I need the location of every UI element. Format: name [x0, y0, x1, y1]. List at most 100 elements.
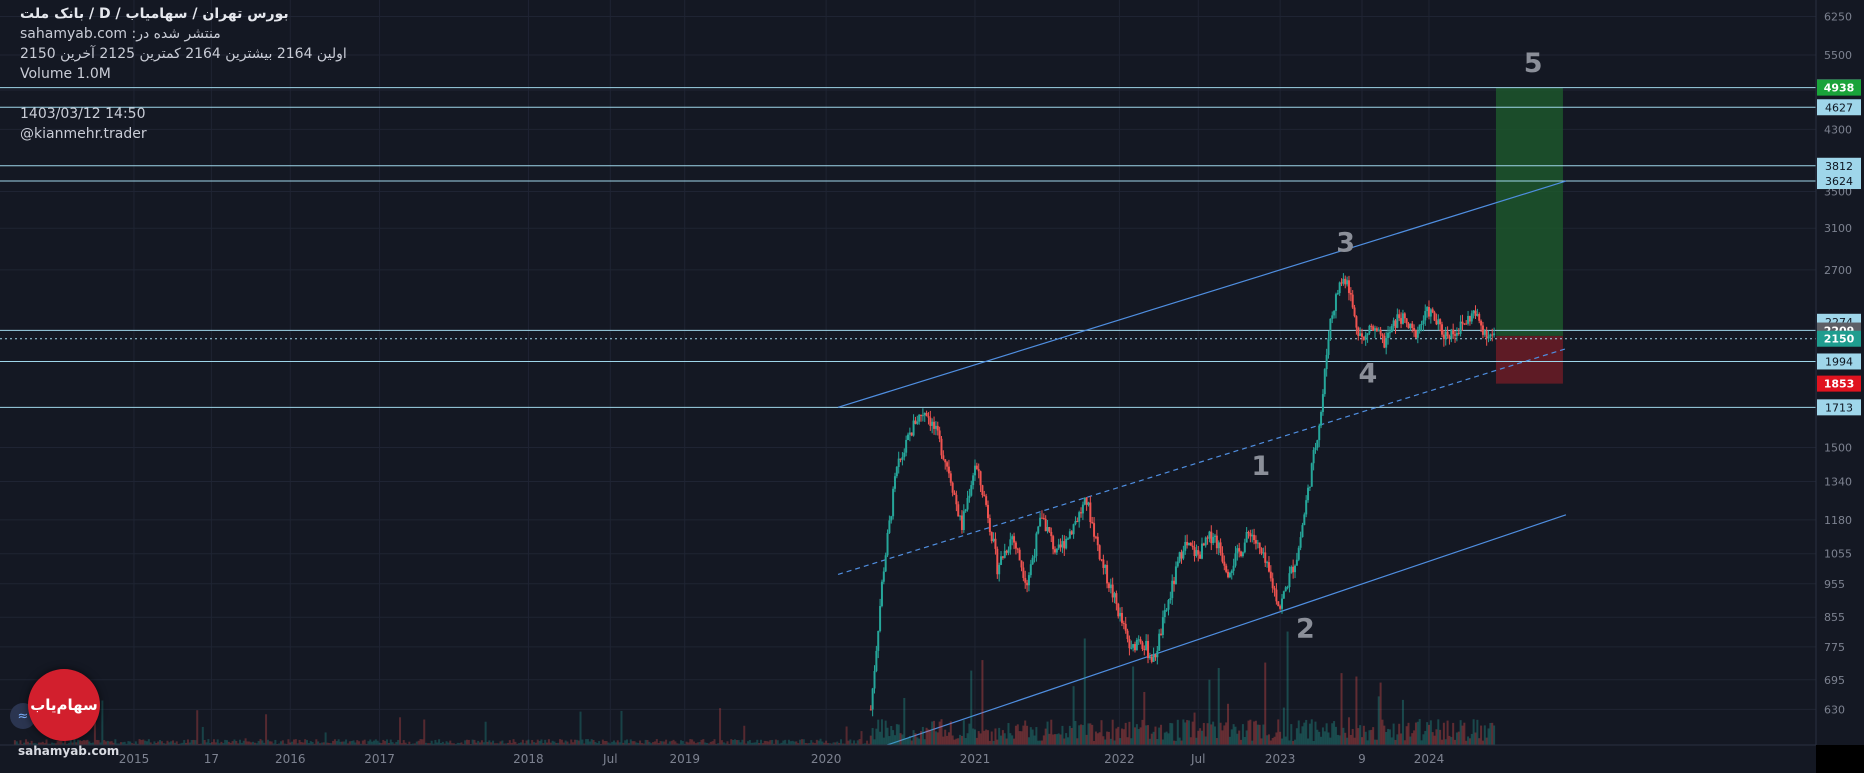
- candle-body: [1042, 517, 1045, 519]
- volume-bar: [447, 742, 450, 745]
- sahamyab-logo[interactable]: سهام‌یاب: [28, 669, 100, 741]
- volume-bar: [562, 742, 565, 745]
- volume-bar: [32, 743, 35, 745]
- volume-bar: [1390, 737, 1393, 745]
- volume-bar: [1083, 638, 1086, 745]
- volume-bar: [164, 743, 167, 745]
- volume-bar: [1472, 719, 1475, 745]
- candle-body: [921, 415, 924, 417]
- candle-body: [1334, 294, 1337, 311]
- candle-body: [1346, 280, 1349, 285]
- volume-bar: [644, 739, 647, 745]
- price-tag: [1817, 157, 1861, 174]
- volume-bar: [1353, 737, 1356, 745]
- volume-bar: [1290, 724, 1293, 745]
- volume-bar: [181, 742, 184, 745]
- volume-bar: [436, 742, 439, 745]
- price-tag-label: 1853: [1824, 378, 1855, 391]
- candle-body: [947, 466, 950, 474]
- volume-bar: [1106, 731, 1109, 745]
- candle-body: [884, 555, 887, 572]
- volume-bar: [1414, 722, 1417, 745]
- volume-bar: [1111, 719, 1114, 745]
- volume-bar: [907, 737, 909, 745]
- volume-bar: [1476, 719, 1479, 745]
- candle-body: [1426, 306, 1429, 312]
- candle-body: [1433, 312, 1436, 321]
- candle-body: [1204, 537, 1207, 546]
- volume-bar: [198, 743, 201, 745]
- candle-body: [1122, 622, 1125, 624]
- volume-bar: [71, 742, 74, 745]
- volume-bar: [605, 740, 608, 745]
- candle-body: [1318, 425, 1321, 441]
- volume-bar: [432, 743, 435, 745]
- candle-body: [1011, 536, 1014, 540]
- volume-bar: [426, 743, 429, 745]
- volume-bar: [1042, 735, 1045, 745]
- candle-body: [1102, 559, 1105, 568]
- volume-bar: [538, 740, 541, 745]
- candle-body: [916, 421, 919, 424]
- volume-bar: [1115, 728, 1118, 745]
- volume-bar: [1052, 734, 1055, 745]
- volume-bar: [199, 743, 202, 745]
- volume-bar: [1139, 727, 1142, 745]
- volume-bar: [1465, 740, 1468, 745]
- volume-bar: [58, 739, 61, 745]
- candle-body: [1120, 612, 1123, 623]
- volume-bar: [1303, 722, 1306, 745]
- volume-bar: [172, 740, 175, 745]
- volume-bar: [408, 741, 411, 745]
- volume-bar: [1156, 739, 1159, 745]
- candle-body: [875, 650, 878, 672]
- volume-bar: [973, 729, 976, 745]
- candle-body: [998, 564, 1001, 575]
- candle-body: [1307, 487, 1310, 501]
- candle-body: [1115, 593, 1118, 604]
- volume-bar: [378, 742, 381, 745]
- volume-bar: [190, 740, 193, 745]
- volume-bar: [1070, 728, 1073, 745]
- volume-bar: [1280, 738, 1283, 745]
- volume-bar: [1026, 725, 1029, 745]
- volume-bar: [987, 730, 990, 745]
- candle-body: [1022, 567, 1025, 578]
- volume-bar: [343, 741, 346, 745]
- price-tag: [1817, 99, 1861, 116]
- candle-body: [1174, 566, 1177, 585]
- candle-body: [1230, 570, 1233, 573]
- candle-body: [1001, 556, 1004, 558]
- volume-bar: [272, 743, 275, 745]
- volume-bar: [157, 741, 160, 745]
- volume-bar: [1288, 740, 1291, 745]
- volume-bar: [501, 740, 504, 745]
- volume-bar: [1396, 734, 1399, 745]
- volume-bar: [1271, 738, 1274, 745]
- volume-bar: [1349, 734, 1352, 745]
- candle-body: [1152, 654, 1155, 662]
- candle-body: [892, 488, 895, 517]
- volume-bar: [1394, 739, 1397, 745]
- volume-bar: [261, 740, 264, 745]
- volume-bar: [1050, 719, 1053, 745]
- candle-body: [1301, 525, 1304, 538]
- volume-bar: [503, 743, 506, 745]
- candle-body: [923, 412, 926, 416]
- candle-body: [1225, 565, 1228, 572]
- volume-bar: [395, 741, 398, 745]
- volume-bar: [882, 737, 885, 745]
- candle-body: [1050, 531, 1053, 537]
- volume-bar: [743, 725, 746, 745]
- volume-bar: [467, 739, 470, 745]
- candle-body: [1338, 282, 1341, 294]
- volume-bar: [791, 740, 794, 745]
- volume-bar: [205, 742, 208, 745]
- volume-bar: [348, 741, 351, 745]
- volume-bar: [1055, 734, 1058, 745]
- candle-body: [1485, 330, 1488, 339]
- volume-bar: [774, 739, 777, 745]
- volume-bar: [773, 743, 776, 745]
- volume-bar: [73, 739, 76, 745]
